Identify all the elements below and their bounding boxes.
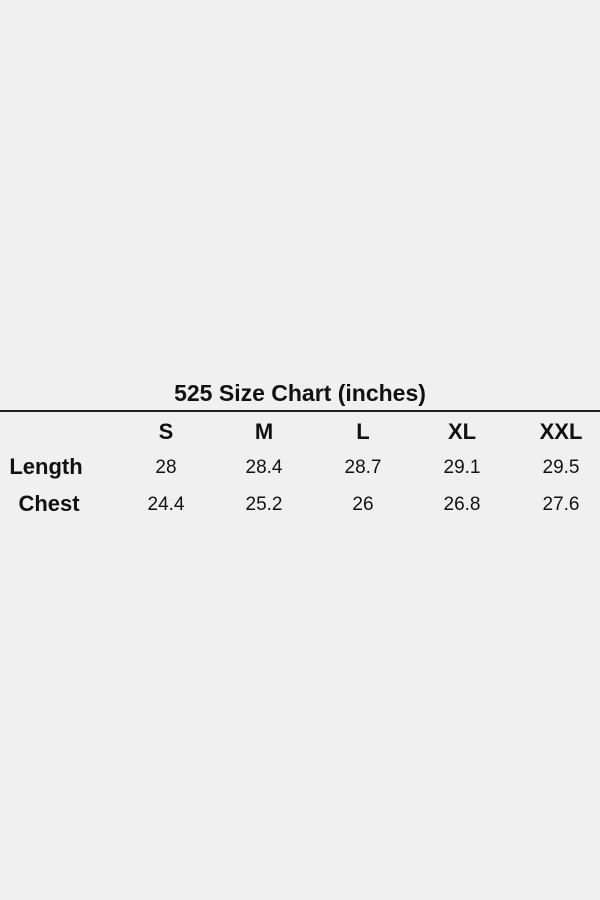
table-cell: 28.4 [245,457,283,478]
column-header: XXL [539,419,583,444]
table-cell: 26 [352,494,374,515]
title-divider [0,410,600,412]
table-cell: 28 [155,457,177,478]
table-cell: 27.6 [542,494,580,515]
chart-title: 525 Size Chart (inches) [174,380,426,406]
row-label: Chest [18,491,80,516]
column-header: L [356,419,370,444]
table-cell: 29.5 [542,457,580,478]
column-header: M [254,419,274,444]
table-cell: 26.8 [443,494,481,515]
row-label: Length [9,454,83,479]
column-header: XL [447,419,477,444]
table-cell: 28.7 [344,457,382,478]
table-cell: 25.2 [245,494,283,515]
table-cell: 24.4 [147,494,185,515]
table-cell: 29.1 [443,457,481,478]
column-header: S [158,419,174,444]
